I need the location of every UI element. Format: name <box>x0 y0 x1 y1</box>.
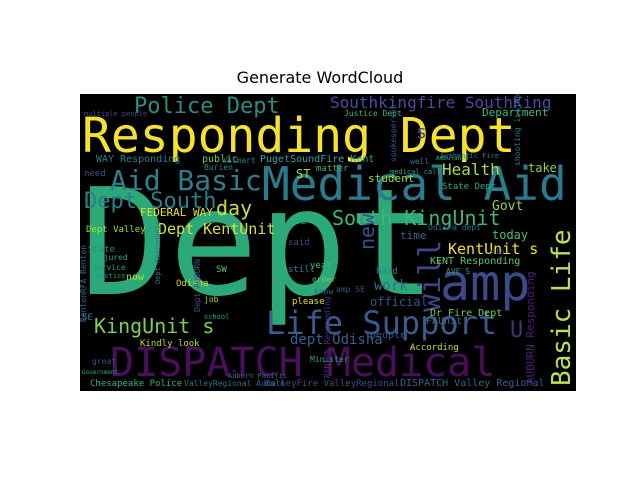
word: WAY Responding <box>96 154 180 165</box>
word: well <box>410 157 429 166</box>
word: spokesperson <box>389 104 398 162</box>
word: ValleyFire ValleyRegional <box>264 379 399 389</box>
word: work <box>374 278 408 294</box>
word: Minister <box>310 355 349 364</box>
word: Southkingfire SouthKing <box>330 94 552 112</box>
word: shooting inside <box>513 94 522 166</box>
word: Ambulance <box>436 155 469 162</box>
word: KENT Responding <box>430 256 520 267</box>
word: order <box>312 275 336 284</box>
word: Dept South <box>84 189 216 214</box>
word: U <box>510 318 523 343</box>
word: school <box>204 313 229 321</box>
word: amp SE <box>336 285 365 294</box>
word: Aid Basic <box>110 164 262 197</box>
word: AUBURN Responding <box>524 271 537 384</box>
word: know <box>314 287 333 296</box>
word: will <box>413 240 448 312</box>
word: South KingUnit <box>332 206 501 230</box>
word: injured <box>94 253 128 262</box>
word: dept Odisha <box>290 332 383 348</box>
word: Health <box>442 160 500 179</box>
word: RentonRFA Renton <box>80 245 88 322</box>
word: Dept KentUnit <box>158 220 275 238</box>
word: medical call <box>390 168 441 176</box>
word: SE <box>82 313 93 323</box>
word: Medical Aid <box>262 157 567 211</box>
word: one <box>288 216 306 227</box>
word: Responding Dept <box>82 108 515 164</box>
word: DISPATCH Valley Regional <box>400 378 545 389</box>
word: great <box>92 357 116 366</box>
word: Chesapeake Police <box>90 379 182 389</box>
word: Department <box>482 106 548 119</box>
chart-title: Generate WordCloud <box>236 68 404 87</box>
word: Odisha <box>176 279 209 289</box>
word: State <box>88 245 115 255</box>
word: year <box>310 261 332 271</box>
word: people <box>370 330 406 341</box>
word: Police Dept <box>134 94 280 119</box>
word: time <box>400 229 427 242</box>
word: Odisha dept <box>428 223 481 232</box>
word: Justice <box>96 272 126 280</box>
word: multiple people <box>84 110 147 118</box>
word: Kindly look <box>140 339 200 349</box>
word: Service <box>92 263 126 272</box>
word: According <box>410 343 459 353</box>
word: State Dept <box>442 182 496 192</box>
word: RENTON Responding <box>323 296 332 378</box>
word: matter <box>316 164 349 174</box>
word: t <box>232 368 237 377</box>
word: FEDERAL WAY <box>140 206 213 219</box>
word: student <box>368 172 414 185</box>
word: Dept <box>80 157 436 329</box>
word: head <box>376 267 398 277</box>
word: job <box>204 295 219 304</box>
word: s <box>416 122 427 143</box>
word: Government <box>82 369 119 376</box>
word: KentUnit s <box>448 240 538 258</box>
word: Walmart <box>222 156 256 165</box>
word: Justice Dept <box>344 109 402 118</box>
word: AVE S <box>446 267 470 276</box>
word: PugetSoundFire Kent <box>260 154 374 165</box>
word: new <box>355 213 379 250</box>
word: day <box>216 196 252 220</box>
word: Dept Valley <box>86 225 146 235</box>
word: official <box>370 295 428 309</box>
word: take <box>528 161 557 175</box>
word: amp <box>440 254 530 312</box>
word: public <box>202 154 238 165</box>
word: Burien <box>204 163 233 172</box>
word: Dept RentonUnit <box>154 221 162 284</box>
word: SW <box>216 265 227 275</box>
word: via <box>490 247 505 256</box>
word: ST <box>296 167 310 181</box>
wordcloud-background <box>80 94 576 391</box>
word: Dr Fire Dept <box>430 308 502 319</box>
word: Auburn Pacific <box>228 372 287 380</box>
word: today <box>492 228 528 242</box>
word: now <box>126 272 145 283</box>
word: please <box>292 297 325 307</box>
word: need <box>84 169 106 179</box>
word: Life Support <box>266 304 497 342</box>
word: DISPATCH Medical <box>110 340 495 386</box>
word: still <box>288 265 315 275</box>
word: said <box>288 238 310 248</box>
word: Basic Life <box>547 229 576 386</box>
word: KingUnit s <box>94 314 214 338</box>
word: FAUnit <box>426 316 462 327</box>
word: Dept AUBURN <box>193 259 202 312</box>
word: Govt <box>492 199 523 214</box>
word: Authentic Fire <box>440 152 499 160</box>
word: ValleyRegional Auburn <box>184 379 285 388</box>
